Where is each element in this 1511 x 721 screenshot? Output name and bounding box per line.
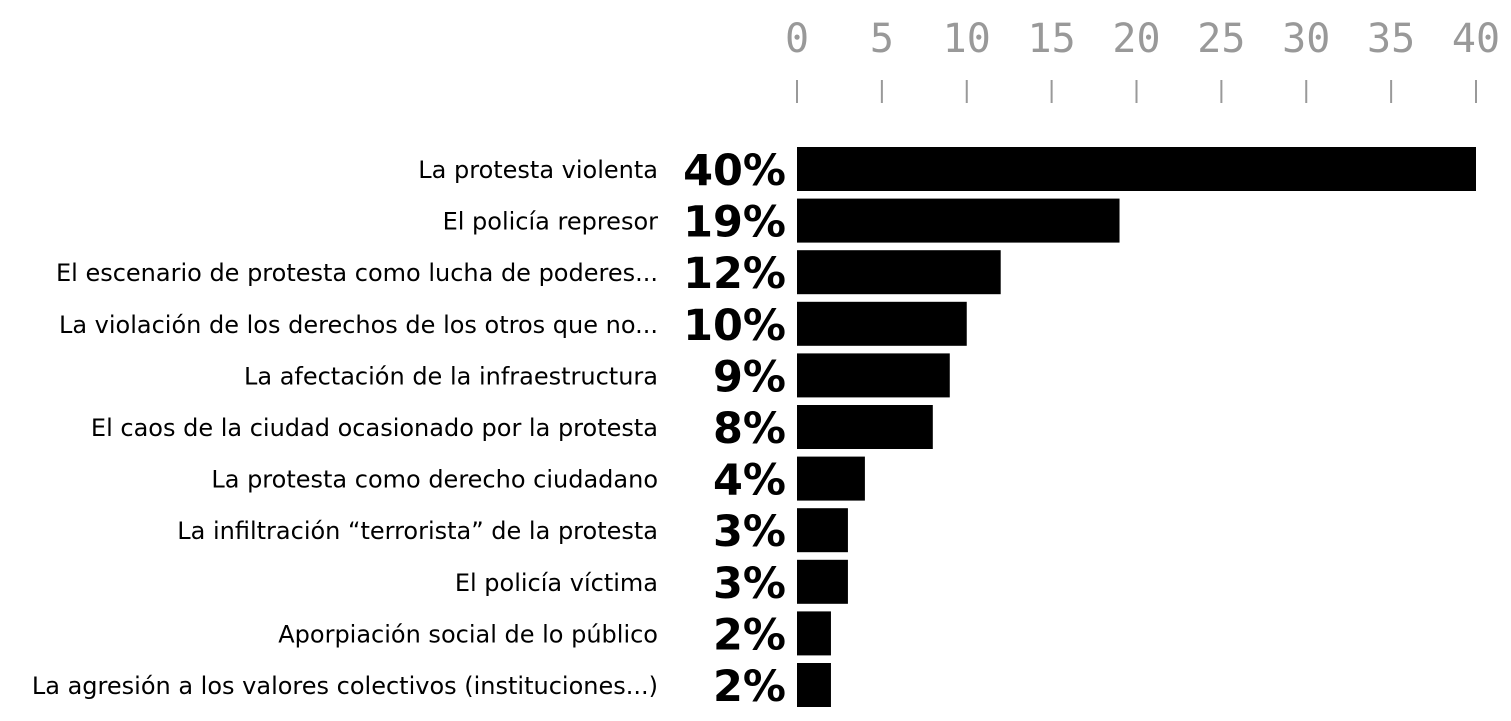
x-tick-label: 30 bbox=[1282, 16, 1330, 62]
category-label: Aporpiación social de lo público bbox=[278, 620, 658, 648]
value-label: 3% bbox=[713, 559, 786, 609]
bar-row: La violación de los derechos de los otro… bbox=[59, 301, 967, 351]
bar-row: El caos de la ciudad ocasionado por la p… bbox=[91, 404, 933, 454]
bar-row: La agresión a los valores colectivos (in… bbox=[32, 662, 831, 712]
bar bbox=[797, 456, 865, 501]
value-label: 10% bbox=[683, 301, 786, 351]
value-label: 4% bbox=[713, 456, 786, 506]
bar-row: El escenario de protesta como lucha de p… bbox=[56, 249, 1001, 299]
value-label: 40% bbox=[683, 146, 786, 196]
bar-row: El policía represor 19% bbox=[443, 198, 1120, 248]
chart-rows: La protesta violenta 40%El policía repres… bbox=[32, 146, 1476, 712]
category-label: La protesta violenta bbox=[418, 156, 658, 184]
bar bbox=[797, 250, 1001, 295]
x-tick-label: 40 bbox=[1452, 16, 1500, 62]
x-axis: 0 5 10 15 20 25 30 35 40 bbox=[785, 16, 1500, 103]
bar-row: La protesta como derecho ciudadano 4% bbox=[211, 456, 865, 506]
category-label: El policía represor bbox=[443, 208, 659, 236]
bar bbox=[797, 559, 848, 604]
x-tick-label: 20 bbox=[1112, 16, 1160, 62]
bar-row: La infiltración “terrorista” de la prote… bbox=[177, 507, 848, 557]
category-label: La afectación de la infraestructura bbox=[244, 362, 658, 390]
bar bbox=[797, 198, 1120, 243]
x-tick-label: 10 bbox=[943, 16, 991, 62]
category-label: El policía víctima bbox=[455, 569, 658, 597]
x-tick-label: 15 bbox=[1028, 16, 1076, 62]
value-label: 12% bbox=[683, 249, 786, 299]
bar bbox=[797, 611, 831, 656]
x-tick-label: 5 bbox=[870, 16, 894, 62]
bar-row: La protesta violenta 40% bbox=[418, 146, 1476, 196]
bar bbox=[797, 405, 933, 449]
category-label: La protesta como derecho ciudadano bbox=[211, 466, 658, 494]
category-label: La infiltración “terrorista” de la prote… bbox=[177, 517, 658, 545]
value-label: 9% bbox=[713, 352, 786, 402]
x-tick-label: 0 bbox=[785, 16, 809, 62]
bar bbox=[797, 508, 848, 553]
value-label: 2% bbox=[713, 662, 786, 712]
value-label: 3% bbox=[713, 507, 786, 557]
value-label: 19% bbox=[683, 198, 786, 248]
value-label: 8% bbox=[713, 404, 786, 454]
bar bbox=[797, 301, 967, 346]
category-label: La violación de los derechos de los otro… bbox=[59, 311, 658, 339]
bar-row: La afectación de la infraestructura 9% bbox=[244, 352, 950, 402]
bar bbox=[797, 147, 1476, 191]
category-label: El caos de la ciudad ocasionado por la p… bbox=[91, 414, 658, 442]
bar bbox=[797, 663, 831, 707]
bar bbox=[797, 353, 950, 398]
bar-row: Aporpiación social de lo público 2% bbox=[278, 610, 831, 660]
value-label: 2% bbox=[713, 610, 786, 660]
x-tick-label: 35 bbox=[1367, 16, 1415, 62]
x-tick-label: 25 bbox=[1197, 16, 1245, 62]
bar-row: El policía víctima 3% bbox=[455, 559, 848, 609]
category-label: El escenario de protesta como lucha de p… bbox=[56, 259, 658, 287]
category-label: La agresión a los valores colectivos (in… bbox=[32, 672, 658, 700]
